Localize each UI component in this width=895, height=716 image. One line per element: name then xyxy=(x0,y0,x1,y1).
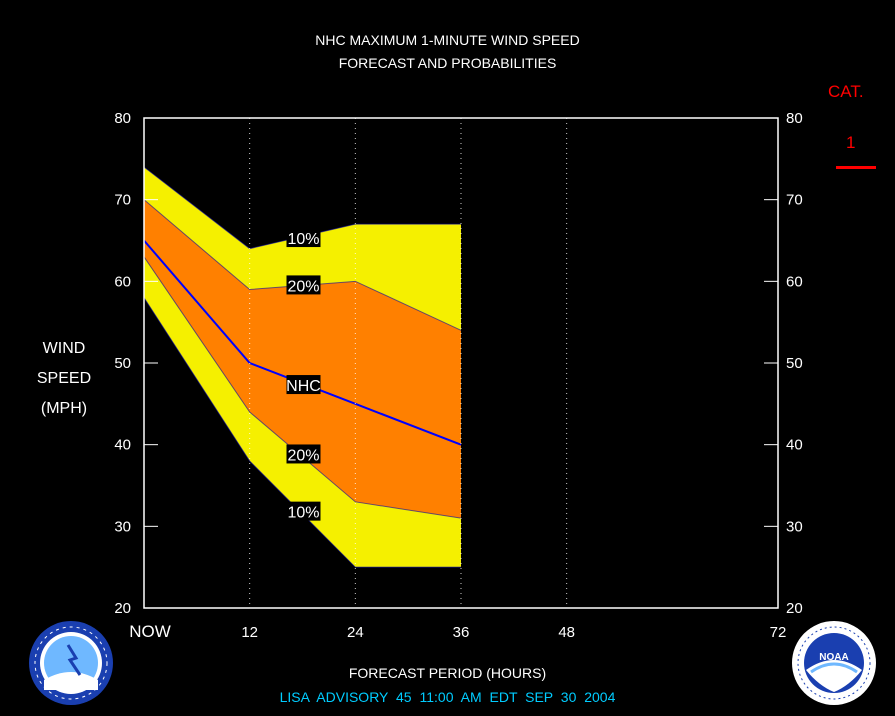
y-tick-label-left-70: 70 xyxy=(114,192,131,209)
x-tick-label-4: 48 xyxy=(558,624,575,641)
y-tick-label-right-30: 30 xyxy=(786,518,803,535)
series-label-2: NHC xyxy=(286,378,321,395)
band-20-percent xyxy=(144,199,461,519)
category-label: CAT. xyxy=(828,82,864,101)
nws-logo-icon xyxy=(29,621,113,705)
y-axis-label-line3: (MPH) xyxy=(40,400,88,417)
series-label-0: 10% xyxy=(287,231,319,248)
y-tick-label-right-50: 50 xyxy=(786,355,803,372)
y-axis-label-line1: WIND xyxy=(42,340,86,357)
y-tick-label-right-70: 70 xyxy=(786,192,803,209)
series-label-bg-3 xyxy=(286,444,321,464)
y-tick-label-right-40: 40 xyxy=(786,437,803,454)
svg-text:NOAA: NOAA xyxy=(819,652,848,663)
x-tick-label-0: NOW xyxy=(129,622,171,641)
y-tick-label-left-60: 60 xyxy=(114,273,131,290)
chart-title: NHC MAXIMUM 1-MINUTE WIND SPEED xyxy=(315,32,580,48)
y-tick-label-right-20: 20 xyxy=(786,600,803,617)
y-tick-label-right-60: 60 xyxy=(786,273,803,290)
x-tick-label-3: 36 xyxy=(453,624,470,641)
chart-subtitle: FORECAST AND PROBABILITIES xyxy=(338,55,557,71)
y-tick-label-left-30: 30 xyxy=(114,518,131,535)
noaa-logo-icon: NOAA xyxy=(792,621,876,705)
series-label-4: 10% xyxy=(287,505,319,522)
y-tick-label-left-20: 20 xyxy=(114,600,131,617)
x-tick-label-5: 72 xyxy=(770,624,787,641)
series-label-1: 20% xyxy=(287,278,319,295)
advisory-line: LISA ADVISORY 45 11:00 AM EDT SEP 30 200… xyxy=(279,689,616,705)
series-label-bg-1 xyxy=(286,275,321,295)
x-tick-label-2: 24 xyxy=(347,624,364,641)
y-tick-label-left-50: 50 xyxy=(114,355,131,372)
y-axis-label-line2: SPEED xyxy=(36,370,92,387)
series-label-3: 20% xyxy=(287,447,319,464)
y-tick-label-left-40: 40 xyxy=(114,437,131,454)
series-label-bg-0 xyxy=(286,228,321,248)
category-marker xyxy=(836,166,876,169)
x-axis-label: FORECAST PERIOD (HOURS) xyxy=(348,665,547,681)
y-tick-label-right-80: 80 xyxy=(786,110,803,127)
category-value: 1 xyxy=(846,133,856,152)
x-tick-label-1: 12 xyxy=(241,624,258,641)
y-tick-label-left-80: 80 xyxy=(114,110,131,127)
series-label-bg-2 xyxy=(286,375,321,395)
series-label-bg-4 xyxy=(286,501,321,521)
